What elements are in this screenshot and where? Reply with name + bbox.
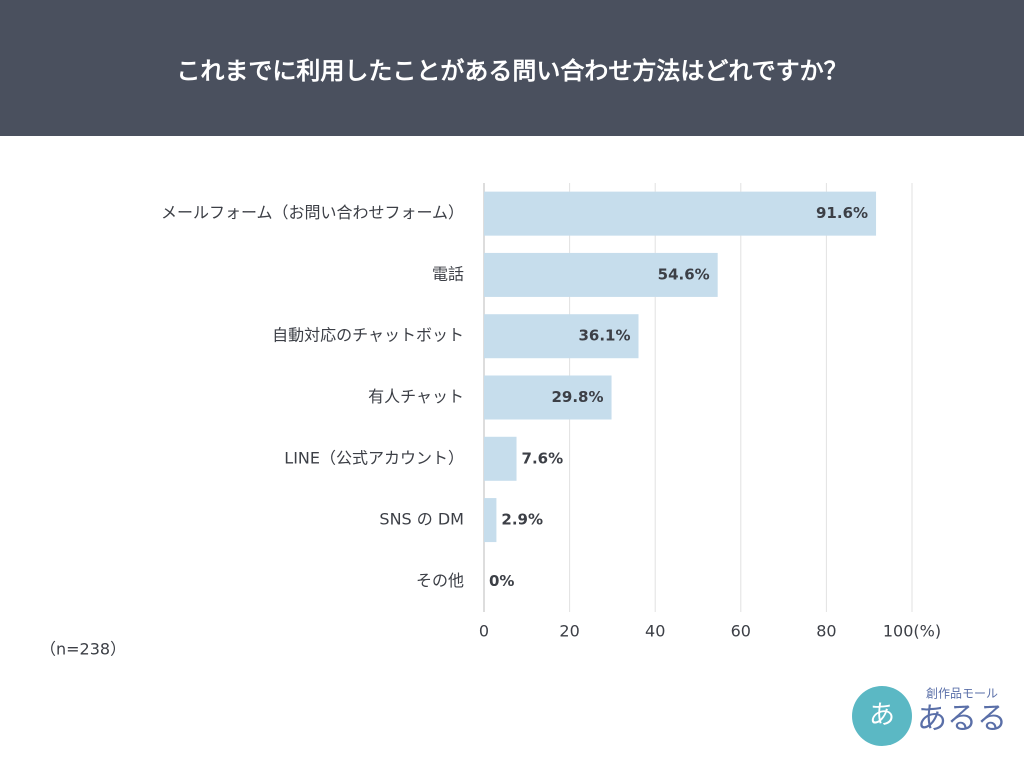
category-label: 電話: [432, 264, 464, 283]
logo: あ 創作品モール あるる: [852, 686, 1007, 746]
category-label: LINE（公式アカウント）: [284, 448, 464, 467]
category-label: 有人チャット: [368, 387, 464, 406]
logo-circle: [852, 686, 912, 746]
header-band: [0, 0, 1024, 136]
value-label: 54.6%: [658, 265, 710, 283]
value-label: 29.8%: [551, 388, 603, 406]
category-label: メールフォーム（お問い合わせフォーム）: [161, 203, 464, 222]
bar: [484, 375, 612, 420]
value-label: 36.1%: [578, 327, 630, 345]
x-tick-label: 20: [559, 622, 579, 641]
value-label: 7.6%: [522, 449, 564, 467]
x-tick-label: 0: [479, 622, 489, 641]
sample-note: （n=238）: [40, 640, 126, 659]
value-label: 91.6%: [816, 204, 868, 222]
logo-name: あるる: [917, 702, 1007, 737]
value-label: 0%: [489, 572, 514, 590]
x-tick-label: 80: [816, 622, 836, 641]
logo-tagline: 創作品モール: [926, 687, 998, 701]
value-label: 2.9%: [501, 511, 543, 529]
bar: [484, 314, 639, 359]
chart-title: これまでに利用したことがある問い合わせ方法はどれですか？: [176, 57, 847, 85]
x-tick-label: 40: [645, 622, 665, 641]
bar: [484, 498, 497, 543]
x-tick-label: 60: [731, 622, 751, 641]
x-tick-label: 100(%): [883, 622, 941, 641]
category-label: SNS の DM: [379, 510, 464, 529]
logo-mark: あ: [869, 701, 895, 731]
bar: [484, 191, 877, 236]
category-label: 自動対応のチャットボット: [272, 326, 464, 345]
bar: [484, 252, 718, 297]
category-label: その他: [416, 571, 464, 590]
bar: [484, 436, 517, 481]
